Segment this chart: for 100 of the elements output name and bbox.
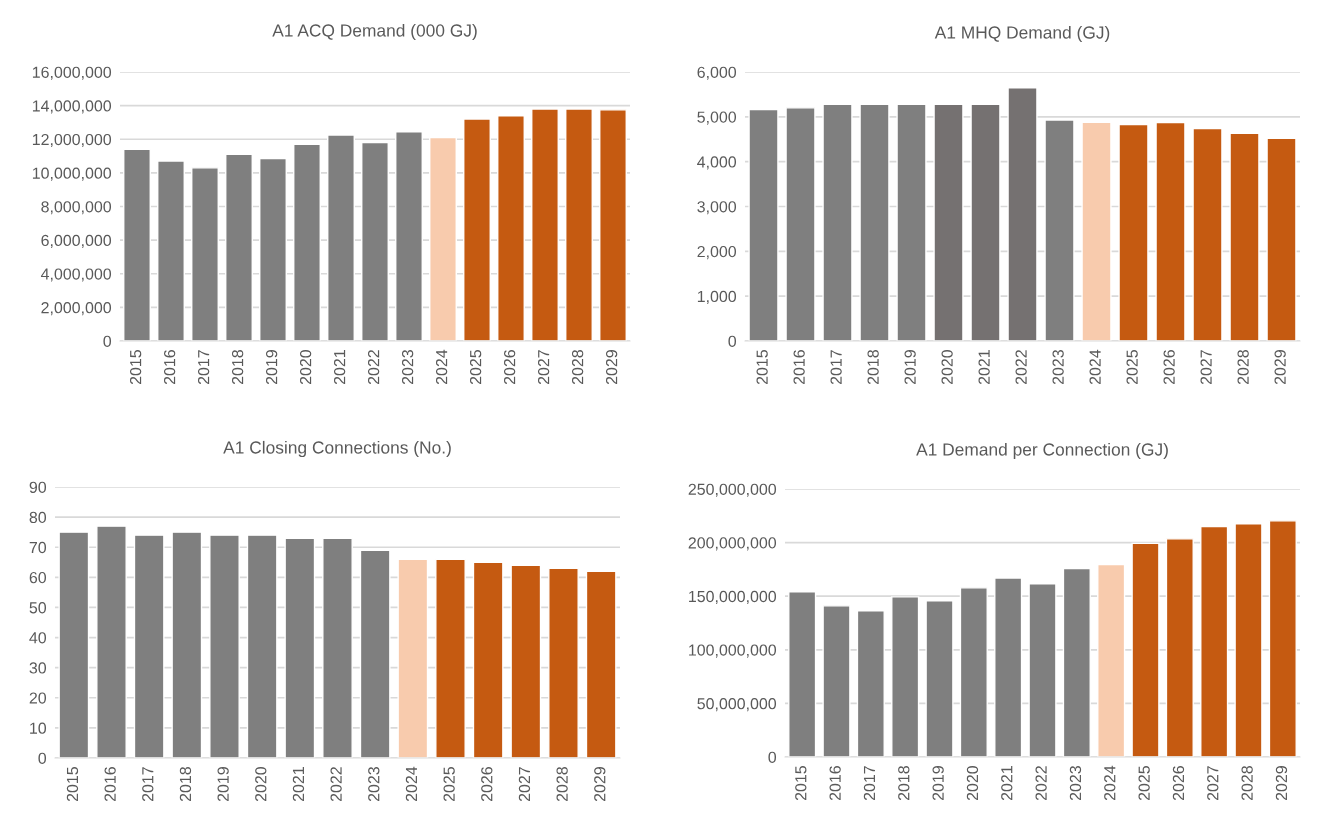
x-tick-label: 2018 bbox=[867, 350, 879, 385]
x-tick-label: 2022 bbox=[330, 767, 342, 802]
x-tick-label: 2023 bbox=[1052, 350, 1064, 385]
bar bbox=[259, 157, 287, 341]
bar bbox=[785, 107, 816, 341]
y-tick-label: 2,000,000 bbox=[41, 302, 112, 316]
x-tick-label: 2023 bbox=[368, 767, 380, 802]
bar bbox=[510, 564, 542, 758]
bar bbox=[96, 525, 127, 758]
x-tick-label: 2028 bbox=[571, 350, 584, 385]
x-tick-label: 2016 bbox=[793, 350, 805, 385]
bar bbox=[1234, 523, 1263, 757]
x-tick-label: 2026 bbox=[1172, 766, 1185, 801]
bar bbox=[1229, 132, 1260, 341]
bar bbox=[397, 558, 429, 758]
y-tick-label: 6,000,000 bbox=[41, 234, 112, 248]
x-tick-label: 2017 bbox=[197, 350, 210, 385]
x-tick-label: 2015 bbox=[795, 766, 807, 801]
x-tick-label: 2019 bbox=[932, 766, 944, 801]
bar bbox=[472, 561, 504, 758]
bar bbox=[1007, 86, 1038, 341]
x-tick-label: 2017 bbox=[830, 350, 842, 385]
x-tick-label: 2015 bbox=[756, 350, 768, 385]
x-tick-label: 2022 bbox=[367, 350, 380, 385]
x-tick-label: 2024 bbox=[1104, 765, 1116, 801]
bar bbox=[994, 577, 1023, 757]
bar bbox=[1118, 123, 1149, 341]
bar bbox=[1044, 119, 1075, 341]
x-tick-label: 2027 bbox=[518, 767, 531, 802]
x-tick-label: 2026 bbox=[481, 767, 493, 802]
bar bbox=[548, 567, 579, 758]
x-tick-label: 2021 bbox=[292, 767, 305, 802]
x-tick-label: 2020 bbox=[941, 349, 953, 385]
x-tick-label: 2028 bbox=[1241, 766, 1253, 801]
x-tick-label: 2024 bbox=[435, 349, 448, 385]
x-tick-label: 2024 bbox=[405, 766, 418, 802]
y-tick-label: 8,000,000 bbox=[41, 201, 112, 215]
x-tick-label: 2016 bbox=[163, 350, 176, 385]
x-tick-label: 2018 bbox=[231, 350, 244, 385]
y-tick-label: 0 bbox=[38, 752, 47, 764]
x-tick-label: 2018 bbox=[898, 766, 910, 801]
bar bbox=[284, 537, 316, 758]
bar bbox=[191, 167, 219, 341]
bar bbox=[565, 108, 593, 341]
y-tick-label: 20 bbox=[29, 692, 47, 704]
y-tick-label: 200,000,000 bbox=[688, 537, 777, 551]
y-tick-label: 40 bbox=[29, 632, 47, 644]
x-tick-label: 2018 bbox=[179, 767, 192, 802]
bar bbox=[822, 103, 853, 341]
x-tick-label: 2020 bbox=[255, 766, 267, 802]
bar bbox=[1062, 567, 1091, 757]
bar bbox=[359, 549, 391, 758]
bar bbox=[1131, 542, 1160, 757]
bar bbox=[1028, 583, 1057, 757]
y-tick-label: 6,000 bbox=[697, 66, 737, 80]
x-tick-label: 2027 bbox=[537, 350, 550, 385]
x-tick-label: 2021 bbox=[1001, 766, 1013, 801]
x-tick-label: 2027 bbox=[1207, 766, 1219, 801]
bar bbox=[788, 591, 817, 757]
bar bbox=[171, 531, 203, 758]
bar bbox=[225, 153, 253, 341]
y-tick-label: 12,000,000 bbox=[32, 133, 112, 148]
y-tick-label: 16,000,000 bbox=[32, 66, 112, 80]
y-tick-label: 0 bbox=[768, 751, 777, 763]
y-tick-label: 150,000,000 bbox=[689, 590, 777, 605]
bar bbox=[748, 108, 779, 341]
y-tick-label: 14,000,000 bbox=[32, 100, 112, 114]
x-tick-label: 2019 bbox=[217, 767, 229, 802]
x-tick-label: 2025 bbox=[469, 350, 482, 385]
x-tick-label: 2021 bbox=[333, 350, 346, 385]
x-tick-label: 2017 bbox=[142, 767, 154, 802]
x-tick-label: 2028 bbox=[1237, 350, 1249, 385]
bar bbox=[856, 610, 885, 757]
bar bbox=[463, 118, 491, 341]
x-tick-label: 2022 bbox=[1015, 350, 1027, 385]
bar bbox=[1097, 563, 1126, 757]
y-tick-label: 0 bbox=[103, 335, 112, 347]
x-tick-label: 2016 bbox=[829, 766, 841, 801]
bar bbox=[322, 537, 353, 758]
x-tick-label: 2019 bbox=[904, 350, 916, 385]
x-tick-label: 2023 bbox=[1069, 766, 1082, 801]
bar bbox=[970, 103, 1001, 341]
y-tick-label: 60 bbox=[29, 571, 47, 584]
y-tick-label: 2,000 bbox=[697, 245, 737, 260]
bar bbox=[891, 596, 920, 757]
y-tick-label: 10 bbox=[30, 722, 47, 734]
chart-title: A1 MHQ Demand (GJ) bbox=[934, 25, 1110, 43]
x-tick-label: 2022 bbox=[1035, 766, 1047, 801]
bar bbox=[599, 109, 627, 341]
bar bbox=[585, 570, 617, 758]
bar bbox=[933, 103, 964, 341]
x-tick-label: 2025 bbox=[1126, 350, 1138, 385]
bar bbox=[925, 600, 954, 757]
bar bbox=[327, 134, 355, 341]
bar bbox=[361, 141, 389, 341]
bar bbox=[1081, 121, 1112, 341]
x-tick-label: 2025 bbox=[1138, 766, 1150, 801]
bar bbox=[896, 103, 927, 341]
bar bbox=[1192, 127, 1223, 341]
bar bbox=[435, 558, 466, 758]
